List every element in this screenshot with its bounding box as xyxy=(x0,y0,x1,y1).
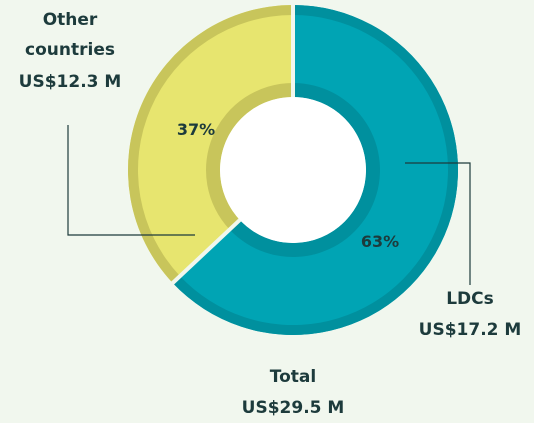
leader-line xyxy=(67,125,195,236)
slice xyxy=(172,5,459,335)
value-label: 37% xyxy=(176,120,216,139)
total-amount: US$29.5 M xyxy=(241,398,345,418)
donut-hole xyxy=(220,97,366,243)
amount-label: US$12.3 M xyxy=(18,72,122,92)
category-label: LDCs xyxy=(446,289,494,309)
slice-rim xyxy=(229,83,380,258)
slice-rim xyxy=(205,83,293,230)
slice-rim xyxy=(127,5,294,283)
slice-rim xyxy=(172,5,459,335)
amount-label: US$17.2 M xyxy=(418,320,522,340)
leader-line xyxy=(405,162,471,285)
total-label: Total xyxy=(269,367,317,387)
slice-separator xyxy=(169,216,244,287)
category-label: Other countries xyxy=(25,10,115,60)
value-label: 63% xyxy=(360,232,400,251)
